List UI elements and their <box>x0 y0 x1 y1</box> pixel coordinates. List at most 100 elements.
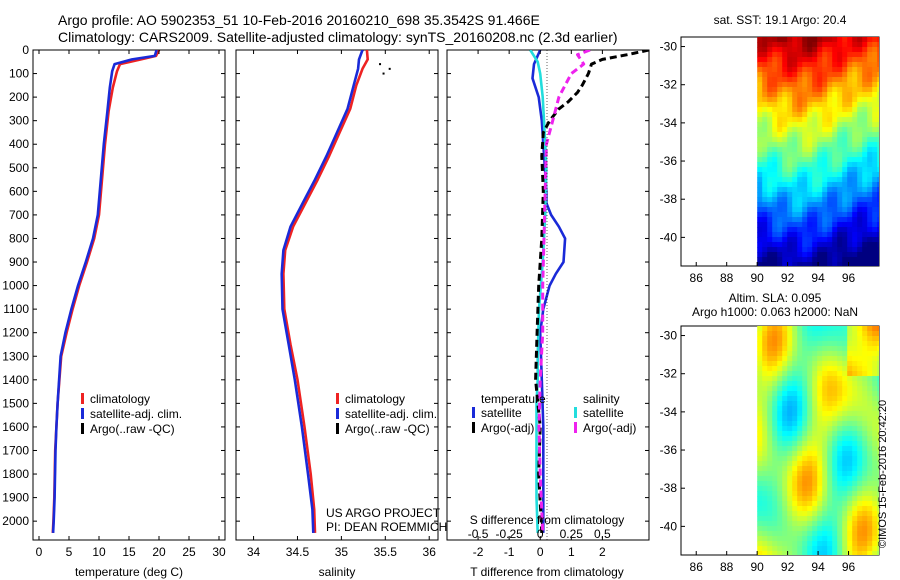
heatmap-cell <box>807 536 813 542</box>
heatmap-cell <box>867 72 873 78</box>
heatmap-cell <box>877 47 879 53</box>
heatmap-cell <box>867 461 873 467</box>
heatmap-cell <box>842 117 848 123</box>
heatmap-cell <box>757 107 763 113</box>
heatmap-cell <box>782 237 788 243</box>
imos-credit: ©IMOS 15-Feb-2016 20:42:20 <box>877 399 889 548</box>
heatmap-cell <box>772 376 778 382</box>
heatmap-cell <box>842 381 848 387</box>
heatmap-cell <box>847 376 853 382</box>
heatmap-cell <box>832 127 838 133</box>
heatmap-cell <box>862 207 868 213</box>
heatmap-cell <box>782 446 788 452</box>
heatmap-cell <box>872 401 878 407</box>
heatmap-cell <box>757 401 763 407</box>
heatmap-cell <box>877 346 879 352</box>
map-y-tick-label: -36 <box>660 443 678 457</box>
heatmap-cell <box>852 496 858 502</box>
heatmap-cell <box>877 386 879 392</box>
difference-x-axis: -2 -1 0 1 2-0.5 -0.25 0 0.25 0.5 <box>468 50 611 559</box>
heatmap-cell <box>837 232 843 238</box>
heatmap-cell <box>797 82 803 88</box>
heatmap-cell <box>787 147 793 153</box>
heatmap-cell <box>857 252 863 258</box>
heatmap-cell <box>877 152 879 158</box>
heatmap-cell <box>802 112 808 118</box>
map-y-tick-label: -30 <box>660 329 678 343</box>
heatmap-cell <box>837 62 843 68</box>
heatmap-cell <box>837 187 843 193</box>
heatmap-cell <box>757 207 763 213</box>
heatmap-cell <box>817 57 823 63</box>
heatmap-cell <box>807 336 813 342</box>
heatmap-cell <box>822 142 828 148</box>
heatmap-cell <box>877 521 879 527</box>
heatmap-cell <box>817 72 823 78</box>
heatmap-cell <box>782 92 788 98</box>
heatmap-cell <box>762 531 768 537</box>
heatmap-cell <box>817 391 823 397</box>
heatmap-cell <box>857 102 863 108</box>
heatmap-cell <box>822 446 828 452</box>
heatmap-cell <box>827 207 833 213</box>
heatmap-cell <box>877 366 879 372</box>
heatmap-cell <box>822 341 828 347</box>
heatmap-cell <box>862 237 868 243</box>
heatmap-cell <box>872 361 878 367</box>
heatmap-cell <box>807 87 813 93</box>
heatmap-cell <box>792 122 798 128</box>
heatmap-cell <box>792 252 798 258</box>
heatmap-cell <box>797 516 803 522</box>
heatmap-cell <box>817 536 823 542</box>
heatmap-cell <box>802 411 808 417</box>
depth-tick-label: 600 <box>9 184 29 198</box>
heatmap-cell <box>767 466 773 472</box>
heatmap-cell <box>857 172 863 178</box>
heatmap-cell <box>872 247 878 253</box>
heatmap-cell <box>847 411 853 417</box>
heatmap-cell <box>832 416 838 422</box>
heatmap-cell <box>852 212 858 218</box>
heatmap-cell <box>867 366 873 372</box>
heatmap-cell <box>802 421 808 427</box>
heatmap-cell <box>862 92 868 98</box>
heatmap-cell <box>877 351 879 357</box>
heatmap-cell <box>852 197 858 203</box>
heatmap-cell <box>782 496 788 502</box>
heatmap-cell <box>832 102 838 108</box>
heatmap-cell <box>767 456 773 462</box>
heatmap-cell <box>842 237 848 243</box>
climatology-line <box>282 50 369 533</box>
heatmap-cell <box>867 371 873 377</box>
heatmap-cell <box>762 406 768 412</box>
heatmap-cell <box>837 172 843 178</box>
heatmap-cell <box>837 451 843 457</box>
heatmap-cell <box>777 491 783 497</box>
heatmap-cell <box>807 137 813 143</box>
heatmap-cell <box>832 152 838 158</box>
map-x-tick-label: 94 <box>811 271 825 285</box>
heatmap-cell <box>792 132 798 138</box>
heatmap-cell <box>792 486 798 492</box>
s-diff-tick-label: 0.5 <box>594 527 611 541</box>
heatmap-cell <box>827 436 833 442</box>
heatmap-cell <box>842 431 848 437</box>
heatmap-cell <box>867 257 873 263</box>
heatmap-cell <box>787 97 793 103</box>
heatmap-cell <box>847 516 853 522</box>
heatmap-cell <box>807 52 813 58</box>
heatmap-cell <box>787 421 793 427</box>
heatmap-cell <box>867 207 873 213</box>
heatmap-cell <box>817 52 823 58</box>
heatmap-cell <box>817 401 823 407</box>
heatmap-cell <box>832 92 838 98</box>
heatmap-cell <box>757 526 763 532</box>
heatmap-cell <box>762 336 768 342</box>
heatmap-cell <box>812 421 818 427</box>
heatmap-cell <box>847 326 853 332</box>
heatmap-cell <box>782 521 788 527</box>
heatmap-cell <box>877 62 879 68</box>
heatmap-cell <box>837 227 843 233</box>
heatmap-cell <box>807 252 813 258</box>
heatmap-cell <box>817 102 823 108</box>
